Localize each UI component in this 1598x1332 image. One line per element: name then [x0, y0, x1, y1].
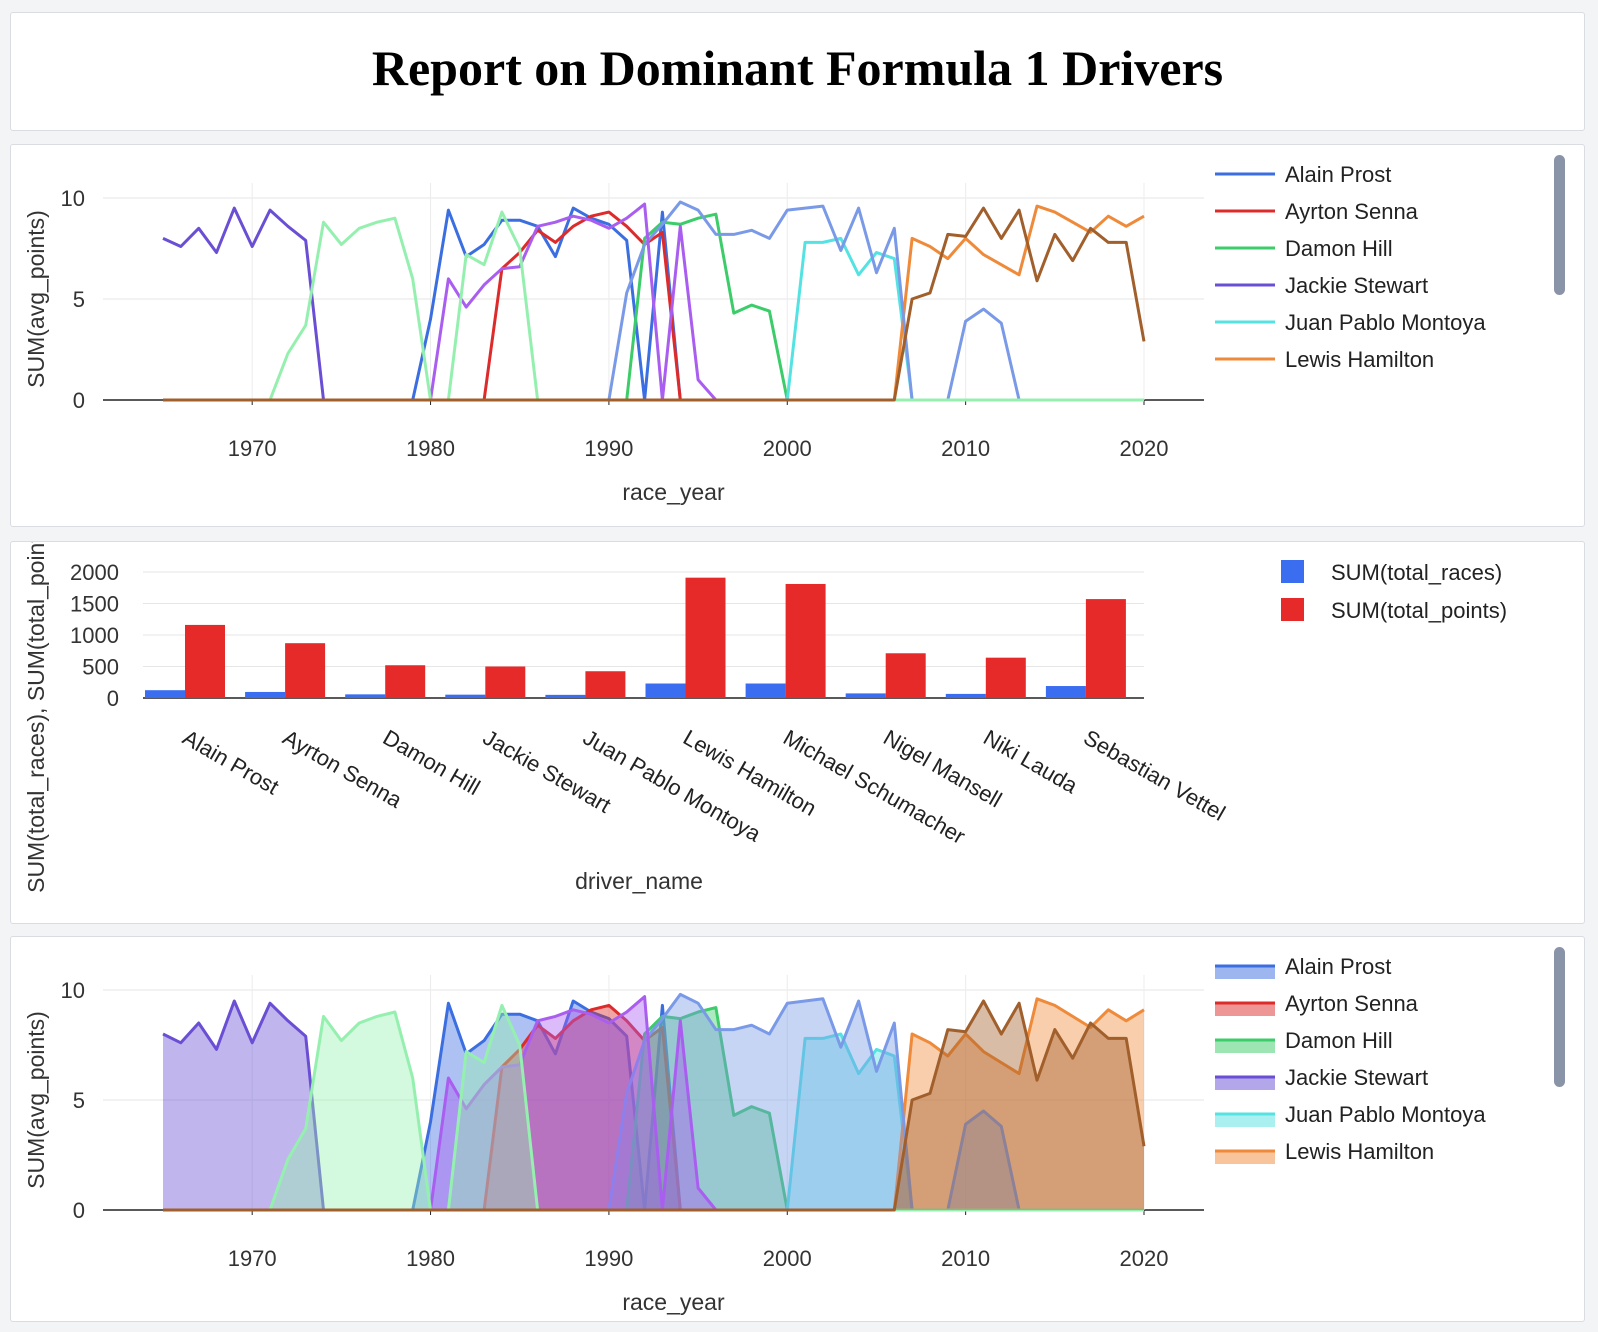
bar-sum-total-points--michael-schumacher	[785, 583, 826, 698]
legend-label-jackie-stewart: Jackie Stewart	[1285, 1065, 1428, 1090]
y-tick-label: 0	[73, 388, 85, 413]
legend: SUM(total_races) SUM(total_points)	[1281, 560, 1507, 623]
bar-sum-total-races--damon-hill	[345, 694, 386, 698]
legend-swatch-ayrton-senna	[1215, 1002, 1275, 1016]
area-fill-alain-prost	[163, 1001, 1144, 1210]
x-axis-label: race_year	[622, 479, 725, 505]
legend-label-ayrton-senna: Ayrton Senna	[1285, 991, 1419, 1016]
bar-sum-total-points--lewis-hamilton	[685, 577, 726, 698]
y-tick-label: 1500	[70, 592, 119, 617]
legend-label-ayrton-senna: Ayrton Senna	[1285, 199, 1419, 224]
y-tick-label: 5	[73, 1088, 85, 1113]
x-tick-label: Sebastian Vettel	[1079, 725, 1229, 826]
legend: Alain Prost Ayrton Senna Damon Hill Jackie …	[1215, 162, 1486, 372]
bar-sum-total-races--juan-pablo-montoya	[545, 694, 586, 698]
line-chart-card: 0 5 10 1970 1980 1990 2000 2010 2020 race_year SUM…	[10, 144, 1585, 527]
legend-label-damon-hill: Damon Hill	[1285, 1028, 1393, 1053]
y-tick-label: 5	[73, 287, 85, 312]
legend-label-lewis-hamilton: Lewis Hamilton	[1285, 347, 1434, 372]
title-card: Report on Dominant Formula 1 Drivers	[10, 12, 1585, 131]
bar-sum-total-races--ayrton-senna	[245, 691, 286, 698]
legend-scrollbar[interactable]	[1554, 947, 1565, 1087]
x-tick-label: 2020	[1120, 1246, 1169, 1271]
legend-label-damon-hill: Damon Hill	[1285, 236, 1393, 261]
legend-swatch-juan-pablo-montoya	[1215, 1113, 1275, 1127]
x-axis-label: race_year	[622, 1289, 725, 1315]
legend-swatch-lewis-hamilton	[1215, 1150, 1275, 1164]
y-axis-label: SUM(avg_points)	[23, 210, 49, 388]
x-tick-label: 2010	[941, 1246, 990, 1271]
x-tick-label: 2000	[763, 1246, 812, 1271]
y-tick-label: 1000	[70, 623, 119, 648]
x-tick-label: Michael Schumacher	[779, 725, 969, 849]
legend-swatch-alain-prost	[1215, 965, 1275, 979]
legend-label-alain-prost: Alain Prost	[1285, 954, 1391, 979]
area-fill-jackie-stewart	[163, 1001, 1144, 1210]
x-tick-label: 1970	[228, 1246, 277, 1271]
line-chart[interactable]: 0 5 10 1970 1980 1990 2000 2010 2020 race_year SUM…	[11, 145, 1585, 527]
bar-sum-total-points--niki-lauda	[985, 657, 1026, 698]
bar-sum-total-points--juan-pablo-montoya	[585, 671, 626, 698]
bar-sum-total-races--alain-prost	[145, 690, 185, 698]
legend-label-sum-total-races-: SUM(total_races)	[1331, 560, 1502, 585]
y-tick-label: 0	[73, 1198, 85, 1223]
area-fill-sebastian-vettel	[163, 1001, 1144, 1210]
bar-sum-total-points--sebastian-vettel	[1085, 599, 1126, 698]
x-tick-label: 2010	[941, 436, 990, 461]
x-tick-label: 2000	[763, 436, 812, 461]
bar-sum-total-points--ayrton-senna	[285, 643, 326, 698]
area-chart[interactable]: 0 5 10 1970 1980 1990 2000 2010 2020 race_year SUM…	[11, 937, 1585, 1322]
legend-swatch-sum-total-points-	[1281, 598, 1304, 621]
x-tick-label: Juan Pablo Montoya	[579, 725, 766, 847]
legend-swatch-sum-total-races-	[1281, 560, 1304, 583]
legend-label-juan-pablo-montoya: Juan Pablo Montoya	[1285, 310, 1486, 335]
bar-sum-total-races--sebastian-vettel	[1045, 686, 1086, 698]
x-tick-label: 1970	[228, 436, 277, 461]
y-tick-label: 10	[61, 186, 85, 211]
y-tick-label: 2000	[70, 560, 119, 585]
y-tick-label: 0	[107, 686, 119, 711]
area-fill-niki-lauda	[163, 1005, 1144, 1210]
bar-sum-total-points--nigel-mansell	[885, 653, 926, 698]
x-tick-label: Alain Prost	[179, 725, 284, 800]
bar-sum-total-points--damon-hill	[385, 665, 426, 698]
area-fill-nigel-mansell	[163, 996, 1144, 1210]
y-axis-label: SUM(total_races), SUM(total_points)	[23, 542, 49, 893]
bar-sum-total-races--michael-schumacher	[745, 683, 786, 698]
legend-swatch-damon-hill	[1215, 1039, 1275, 1053]
x-tick-label: 2020	[1120, 436, 1169, 461]
x-axis-label: driver_name	[575, 868, 703, 894]
series-line-sebastian-vettel	[163, 999, 1146, 1212]
bar-sum-total-races--jackie-stewart	[445, 694, 486, 698]
legend-label-sum-total-points-: SUM(total_points)	[1331, 598, 1507, 623]
legend-label-alain-prost: Alain Prost	[1285, 162, 1391, 187]
legend-swatch-jackie-stewart	[1215, 1076, 1275, 1090]
bar-sum-total-races--niki-lauda	[945, 693, 986, 698]
bar-sum-total-races--lewis-hamilton	[645, 683, 686, 698]
bar-chart-card: 0 500 1000 1500 2000 Alain Prost Ayrton Senna D…	[10, 541, 1585, 924]
legend-label-lewis-hamilton: Lewis Hamilton	[1285, 1139, 1434, 1164]
x-tick-label: 1980	[406, 1246, 455, 1271]
series-line-sebastian-vettel	[163, 206, 1146, 402]
legend: Alain Prost Ayrton Senna Damon Hill Jackie …	[1215, 954, 1486, 1164]
legend-label-juan-pablo-montoya: Juan Pablo Montoya	[1285, 1102, 1486, 1127]
area-fill-lewis-hamilton	[163, 998, 1144, 1210]
legend-scrollbar[interactable]	[1554, 155, 1565, 295]
bar-sum-total-points--alain-prost	[185, 624, 225, 698]
y-axis-label: SUM(avg_points)	[23, 1011, 49, 1189]
legend-label-jackie-stewart: Jackie Stewart	[1285, 273, 1428, 298]
y-tick-label: 500	[82, 655, 119, 680]
x-tick-label: 1990	[584, 436, 633, 461]
area-chart-card: 0 5 10 1970 1980 1990 2000 2010 2020 race_year SUM…	[10, 936, 1585, 1322]
bar-sum-total-races--nigel-mansell	[845, 693, 886, 698]
report-title: Report on Dominant Formula 1 Drivers	[371, 40, 1224, 96]
bar-sum-total-points--jackie-stewart	[485, 666, 526, 698]
x-tick-label: 1990	[584, 1246, 633, 1271]
x-tick-label: 1980	[406, 436, 455, 461]
y-tick-label: 10	[61, 978, 85, 1003]
